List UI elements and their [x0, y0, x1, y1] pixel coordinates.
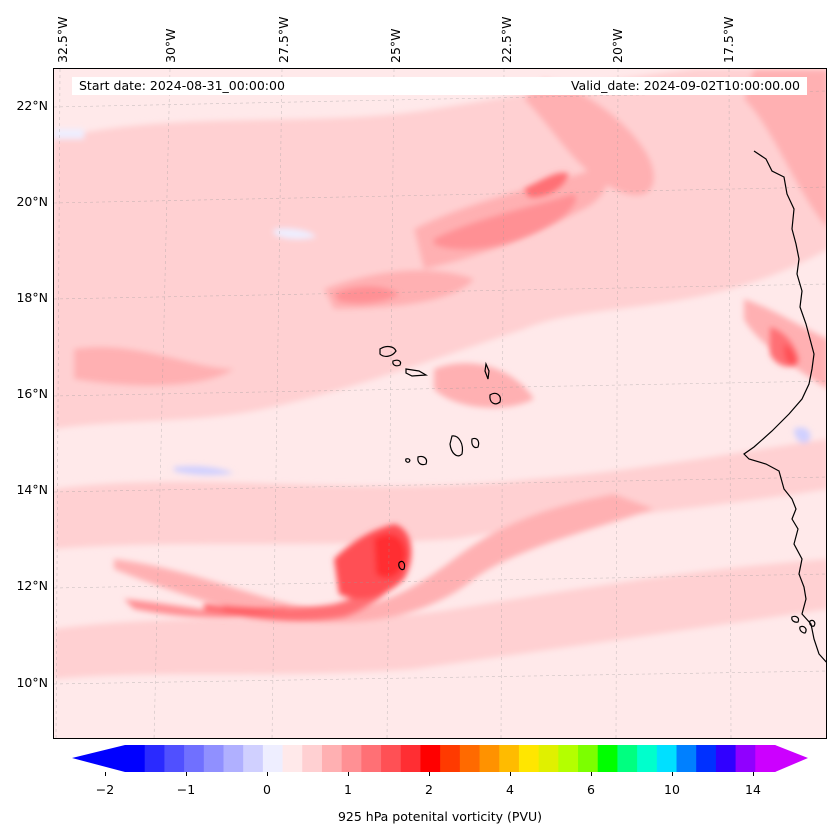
lon-label-22-5w: 22.5°W [499, 16, 514, 63]
pv-bands [54, 69, 826, 679]
island-brava [405, 458, 411, 463]
island-sal [484, 361, 490, 380]
island-sao-nicolau [405, 368, 429, 377]
colorbar-segment [125, 745, 146, 772]
colorbar-tickmark [672, 772, 673, 776]
lat-label-14n: 14°N [16, 482, 48, 497]
colorbar-segment [715, 745, 737, 772]
lon-label-30w: 30°W [163, 28, 178, 63]
colorbar-segment [735, 745, 756, 772]
colorbar-tickmark [753, 772, 754, 776]
colorbar-segment [381, 745, 402, 772]
lat-label-10n: 10°N [16, 675, 48, 690]
lon-label-17-5w: 17.5°W [721, 16, 736, 63]
colorbar-tick-label: 6 [587, 782, 595, 797]
colorbar-segment [321, 745, 343, 772]
start-date-text: Start date: 2024-08-31_00:00:00 [79, 78, 285, 93]
lat-label-16n: 16°N [16, 386, 48, 401]
colorbar-tick-label: 10 [664, 782, 680, 797]
colorbar [72, 745, 808, 772]
colorbar-segment [282, 745, 303, 772]
african-coastline [743, 150, 826, 663]
graticule [54, 69, 826, 738]
pv-maxima [124, 172, 799, 621]
island-fogo [417, 455, 428, 466]
lat-label-18n: 18°N [16, 290, 48, 305]
colorbar-segment [499, 745, 520, 772]
colorbar-segment [656, 745, 678, 772]
colorbar-segment [144, 745, 165, 772]
colorbar-segments [125, 745, 776, 772]
lon-label-20w: 20°W [610, 28, 625, 63]
lon-label-25w: 25°W [388, 28, 403, 63]
colorbar-segment [676, 745, 697, 772]
colorbar-segment [459, 745, 481, 772]
colorbar-tick-label: −2 [95, 782, 115, 797]
colorbar-segment [479, 745, 500, 772]
colorbar-tickmark [105, 772, 106, 776]
colorbar-tickmark [429, 772, 430, 776]
colorbar-segment [184, 745, 205, 772]
colorbar-tickmark [510, 772, 511, 776]
colorbar-tick-label: 2 [425, 782, 433, 797]
date-info-bar [72, 77, 807, 95]
colorbar-segment [578, 745, 599, 772]
island-santiago [449, 435, 464, 457]
small-island [398, 560, 406, 571]
island-maio [471, 437, 480, 449]
colorbar-tickmark [186, 772, 187, 776]
bissagos-islands [791, 615, 816, 634]
colorbar-tick-label: 1 [344, 782, 352, 797]
colorbar-segment [203, 745, 224, 772]
colorbar-segment [538, 745, 559, 772]
colorbar-tickmark [267, 772, 268, 776]
colorbar-segment [262, 745, 284, 772]
colorbar-segment [755, 745, 776, 772]
colorbar-tick-label: 4 [506, 782, 514, 797]
map-panel [53, 68, 827, 739]
colorbar-tickmark [591, 772, 592, 776]
colorbar-segment [518, 745, 540, 772]
island-boa-vista [489, 392, 501, 405]
colorbar-segment [637, 745, 658, 772]
lon-label-32-5w: 32.5°W [55, 16, 70, 63]
colorbar-segment [223, 745, 244, 772]
colorbar-tick-label: 14 [745, 782, 761, 797]
island-santo-antao [379, 345, 397, 357]
island-sao-vicente [392, 359, 402, 367]
pv-field-map [54, 69, 826, 738]
colorbar-segment [361, 745, 382, 772]
colorbar-under-triangle [72, 745, 125, 772]
colorbar-segment [302, 745, 323, 772]
colorbar-segment [243, 745, 264, 772]
colorbar-tickmark [348, 772, 349, 776]
lat-label-12n: 12°N [16, 578, 48, 593]
coastlines [379, 150, 826, 663]
colorbar-segment [696, 745, 717, 772]
colorbar-segment [617, 745, 638, 772]
colorbar-segment [341, 745, 362, 772]
colorbar-segment [597, 745, 618, 772]
colorbar-label: 925 hPa potenital vorticity (PVU) [337, 809, 543, 824]
colorbar-over-triangle [775, 745, 808, 772]
colorbar-segment [400, 745, 421, 772]
colorbar-segment [420, 745, 441, 772]
valid-date-text: Valid_date: 2024-09-02T10:00:00.00 [570, 78, 800, 93]
lon-label-27-5w: 27.5°W [276, 16, 291, 63]
colorbar-segment [558, 745, 579, 772]
colorbar-segment [164, 745, 185, 772]
lat-label-22n: 22°N [16, 98, 48, 113]
colorbar-tick-label: −1 [176, 782, 196, 797]
lat-label-20n: 20°N [16, 194, 48, 209]
colorbar-segment [440, 745, 461, 772]
colorbar-tick-label: 0 [263, 782, 271, 797]
